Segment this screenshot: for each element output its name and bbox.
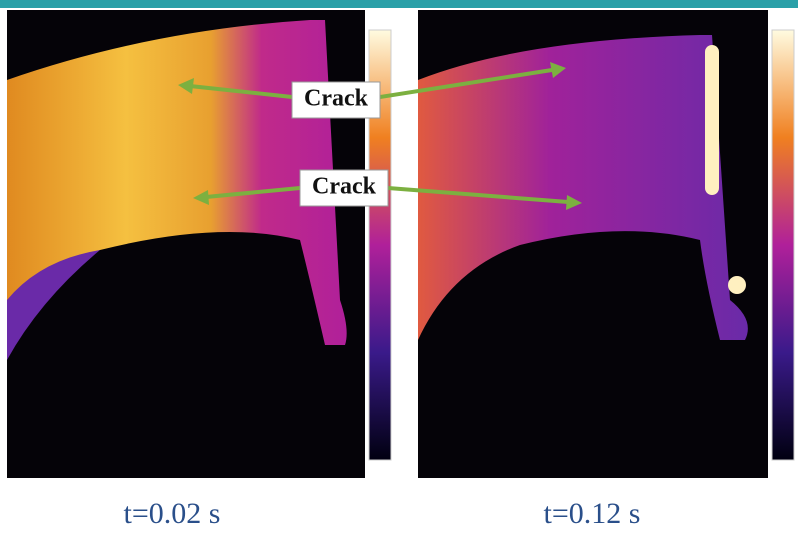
figure: Crack Crack t=0.02 s t=0.12 s [0, 0, 798, 536]
top-bar [0, 0, 798, 8]
caption: t=0.02 s [124, 497, 221, 530]
crack-label: Crack [304, 86, 369, 112]
caption: t=0.12 s [544, 497, 641, 530]
thermal-image-right [418, 10, 768, 478]
crack-label: Crack [312, 174, 377, 200]
thermal-image-left [7, 10, 365, 478]
colorbar [772, 30, 794, 460]
